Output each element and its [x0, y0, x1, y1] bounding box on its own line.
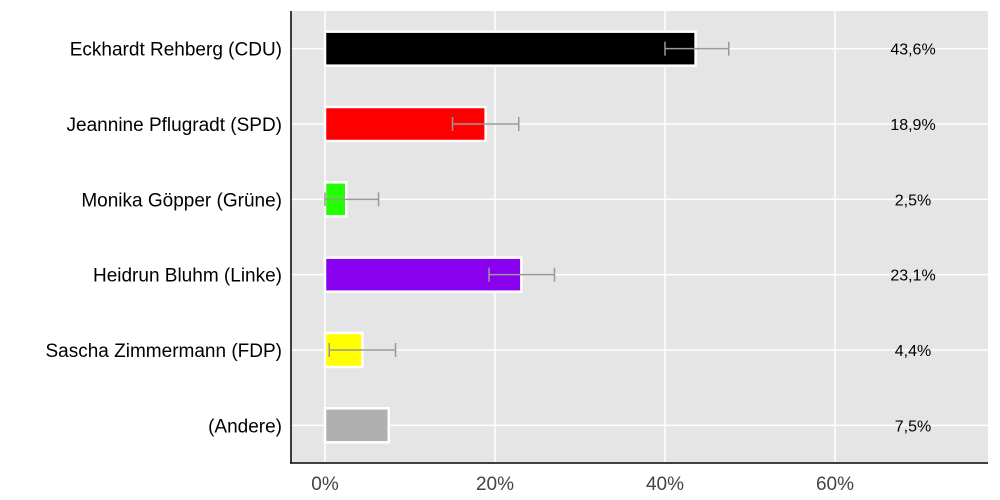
value-labels: 43,6% 18,9% 2,5% 23,1% 4,4% 7,5%: [890, 42, 935, 436]
x-tick-labels: 0% 20% 40% 60%: [311, 474, 854, 495]
x-tick-label: 60%: [816, 474, 854, 495]
bar: [323, 407, 390, 444]
x-tick-label: 40%: [646, 474, 684, 495]
category-label: (Andere): [208, 416, 282, 437]
x-tick-label: 0%: [311, 474, 339, 495]
category-label: Eckhardt Rehberg (CDU): [70, 40, 282, 61]
error-bars: [324, 41, 730, 357]
value-label: 18,9%: [890, 117, 935, 134]
category-label: Heidrun Bluhm (Linke): [93, 266, 282, 287]
value-label: 23,1%: [890, 268, 935, 285]
category-label: Jeannine Pflugradt (SPD): [67, 115, 282, 136]
value-label: 4,4%: [895, 343, 931, 360]
bar: [323, 30, 697, 67]
category-label: Sascha Zimmermann (FDP): [46, 341, 283, 362]
category-labels: Eckhardt Rehberg (CDU) Jeannine Pflugradt…: [46, 40, 283, 438]
x-tick-label: 20%: [476, 474, 514, 495]
category-label: Monika Göpper (Grüne): [81, 190, 282, 211]
value-label: 7,5%: [895, 418, 931, 435]
value-label: 2,5%: [895, 192, 931, 209]
plot-background: [291, 11, 988, 462]
value-label: 43,6%: [890, 42, 935, 59]
